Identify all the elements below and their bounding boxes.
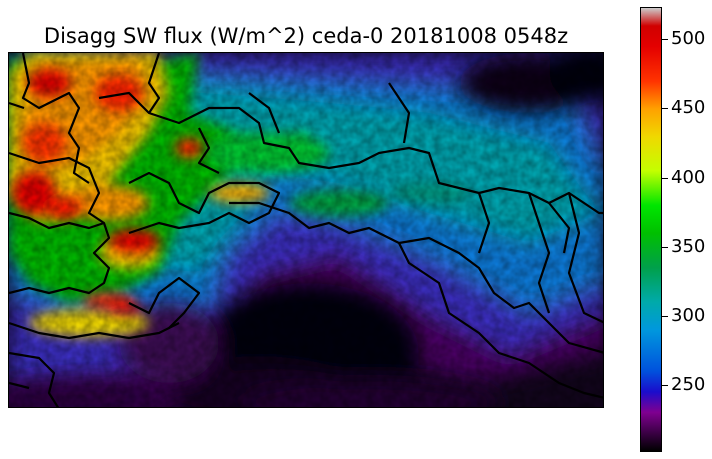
colorbar — [640, 7, 662, 452]
flux-map-svg — [9, 53, 603, 407]
flux-map — [8, 52, 604, 408]
colorbar-tick — [662, 246, 668, 248]
colorbar-tick — [662, 38, 668, 40]
colorbar-tick-label: 400 — [671, 166, 706, 188]
colorbar-tick — [662, 316, 668, 318]
colorbar-tick-label: 450 — [671, 97, 706, 119]
colorbar-tick — [662, 177, 668, 179]
chart-title: Disagg SW flux (W/m^2) ceda-0 20181008 0… — [43, 24, 569, 48]
country-borders — [9, 53, 603, 407]
colorbar-tick-label: 350 — [671, 235, 706, 257]
colorbar-tick — [662, 108, 668, 110]
colorbar-tick-label: 300 — [671, 305, 706, 327]
colorbar-tick-label: 250 — [671, 374, 706, 396]
colorbar-tick-label: 500 — [671, 27, 706, 49]
colorbar-tick — [662, 385, 668, 387]
